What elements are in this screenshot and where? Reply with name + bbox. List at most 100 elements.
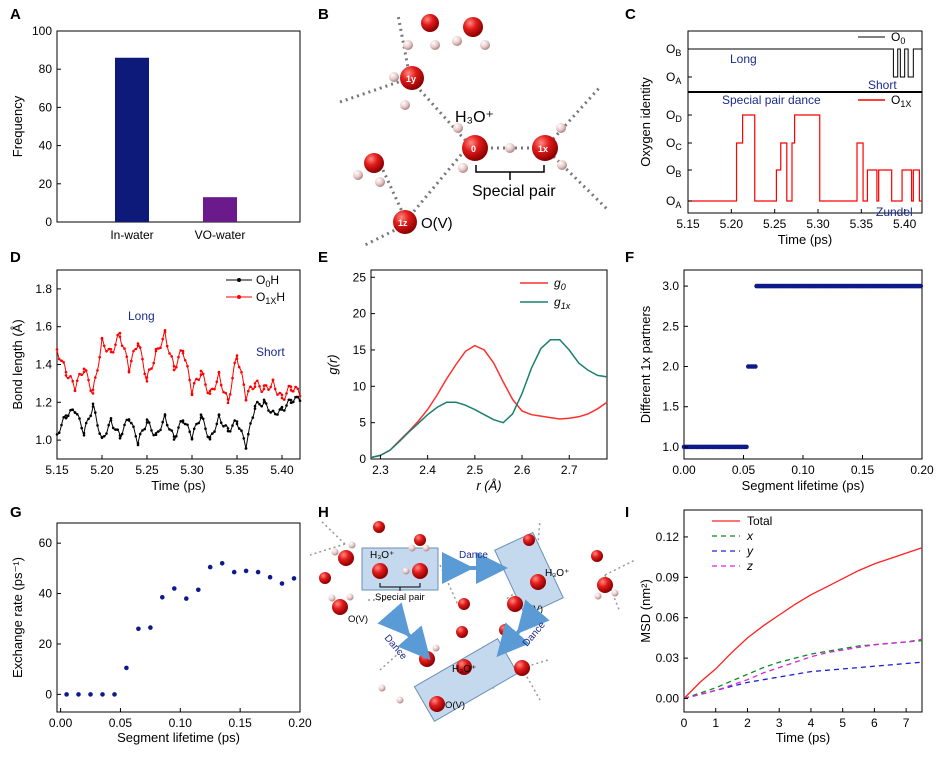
x-tick-label: 2.7 <box>561 463 578 477</box>
y-tick-label: 100 <box>32 24 52 38</box>
series-o1xh <box>56 330 301 404</box>
y-tick-label: 1.0 <box>662 440 679 454</box>
plot-frame <box>683 509 923 713</box>
plot-frame <box>56 30 301 223</box>
h-h3o-label-3: H₃O⁺ <box>452 664 476 675</box>
panel-letter-f: F <box>625 249 634 266</box>
y-tick-label: 60 <box>39 100 53 114</box>
h-special-pair-label: Special pair <box>375 592 425 603</box>
y-tick-label: 1.8 <box>35 282 52 296</box>
x-tick-label: 0.20 <box>910 463 934 477</box>
b-ov-label: O(V) <box>421 215 453 232</box>
x-tick-label: 3 <box>776 716 783 730</box>
point <box>88 692 93 697</box>
x-axis-label: Time (ps) <box>778 232 832 247</box>
y-tick-label: 0.12 <box>656 530 680 544</box>
x-tick-label: 4 <box>808 716 815 730</box>
c-long-label: Long <box>730 52 757 66</box>
x-tick-label: 2.5 <box>466 463 483 477</box>
panel-letter-e: E <box>318 249 328 266</box>
x-tick-label: 5.20 <box>90 463 114 477</box>
x-tick-label: 5.40 <box>893 217 917 231</box>
chart-g-exchange-rate: 0.00 0.05 0.10 0.15 0.20 0 20 40 60 Segment lifet… <box>10 522 312 745</box>
h-box-bottom <box>413 637 519 723</box>
series-o0h <box>56 395 301 449</box>
point <box>279 581 285 586</box>
x-tick-label: 2.6 <box>514 463 531 477</box>
point <box>753 364 758 369</box>
legend-label-total: Total <box>747 514 772 528</box>
y-tick-label: 0.09 <box>656 570 680 584</box>
b-o0-label: 0 <box>471 144 476 154</box>
y-tick-label: 3.0 <box>662 279 679 293</box>
b-special-pair-label: Special pair <box>472 183 556 200</box>
point <box>918 283 924 289</box>
legend-label-o1x: O1X <box>891 93 911 109</box>
x-axis-label: r (Å) <box>476 478 501 493</box>
y-axis-label: Bond length (Å) <box>10 319 25 409</box>
y-tick-label: 10 <box>353 379 367 393</box>
level-label: OC <box>666 136 682 152</box>
panel-letter-b: B <box>318 6 329 23</box>
point <box>267 574 273 580</box>
level-label: OA <box>666 70 681 86</box>
x-tick-label: 5.35 <box>225 463 249 477</box>
x-tick-label: 7 <box>903 716 910 730</box>
chart-f-partners: 0.00 0.05 0.10 0.15 0.20 1.0 1.5 2.0 2.5 3.0 Segme… <box>638 269 934 493</box>
panel-letter-h: H <box>318 504 329 521</box>
h-ov-label-1: O(V) <box>348 614 368 625</box>
point <box>196 587 201 593</box>
level-label: OD <box>666 108 682 124</box>
b-o1y-label: 1y <box>406 74 416 84</box>
y-axis-label: g(r) <box>325 354 340 374</box>
x-tick-label: 5.25 <box>763 217 787 231</box>
chart-a-bar: 0 20 40 60 80 100 In-water VO-water Frequency <box>10 24 301 242</box>
legend-label-o0: O0 <box>891 30 905 46</box>
y-tick-label: 1.4 <box>35 358 52 372</box>
y-tick-label: 25 <box>353 270 367 284</box>
point <box>231 569 237 575</box>
level-label: OB <box>666 163 681 179</box>
series-z <box>683 638 923 700</box>
c-zundel-label: Zundel <box>876 205 913 219</box>
y-axis-label: Frequency <box>10 95 25 157</box>
point <box>112 692 117 697</box>
y-tick-label: 0 <box>359 452 366 466</box>
c-short-label: Short <box>868 78 897 92</box>
y-tick-label: 40 <box>39 139 53 153</box>
x-axis-label: Time (ps) <box>151 478 205 493</box>
panel-letter-d: D <box>10 249 21 266</box>
point <box>172 586 177 591</box>
h-dance-label-top: Dance <box>459 550 488 561</box>
h-special-pair-bracket <box>379 583 421 591</box>
point <box>64 692 69 697</box>
legend-label-x: x <box>746 529 754 543</box>
chart-i-msd: 0 1 2 3 4 5 6 7 0.00 0.03 0.06 0.09 0.12 Time (ps) MSD… <box>638 509 923 745</box>
y-tick-label: 1.0 <box>35 433 52 447</box>
legend-marker-o0h <box>237 278 241 282</box>
chart-d-bond-length: 5.15 5.20 5.25 5.30 5.35 5.40 1.0 1.2 1.4 1.6 1.8 T… <box>10 269 302 493</box>
legend-label-o0h: O0H <box>256 273 279 289</box>
y-tick-label: 80 <box>39 62 53 76</box>
x-tick-label: 5.20 <box>720 217 744 231</box>
point <box>255 569 261 575</box>
x-axis-label: Segment lifetime (ps) <box>117 730 240 745</box>
h-dance-label-left: Dance <box>382 633 409 663</box>
x-tick-label: 5.25 <box>135 463 159 477</box>
y-tick-label: 5 <box>359 416 366 430</box>
y-tick-label: 20 <box>39 177 53 191</box>
y-tick-label: 0 <box>45 687 52 701</box>
x-tick-label: 5.30 <box>180 463 204 477</box>
x-axis-label: Segment lifetime (ps) <box>742 478 865 493</box>
plot-frame <box>683 269 923 460</box>
y-axis-label: Different 1x partners <box>638 305 653 423</box>
x-tick-label: 0.15 <box>228 716 252 730</box>
h-h3o-label-2: H₃O⁺ <box>545 568 569 579</box>
b-o1z-label: 1z <box>398 218 408 228</box>
y-tick-label: 60 <box>39 536 53 550</box>
y-tick-label: 0 <box>45 215 52 229</box>
series-y <box>683 661 923 700</box>
h-dance-arrow-left <box>377 602 431 661</box>
panel-letter-i: I <box>625 504 629 521</box>
